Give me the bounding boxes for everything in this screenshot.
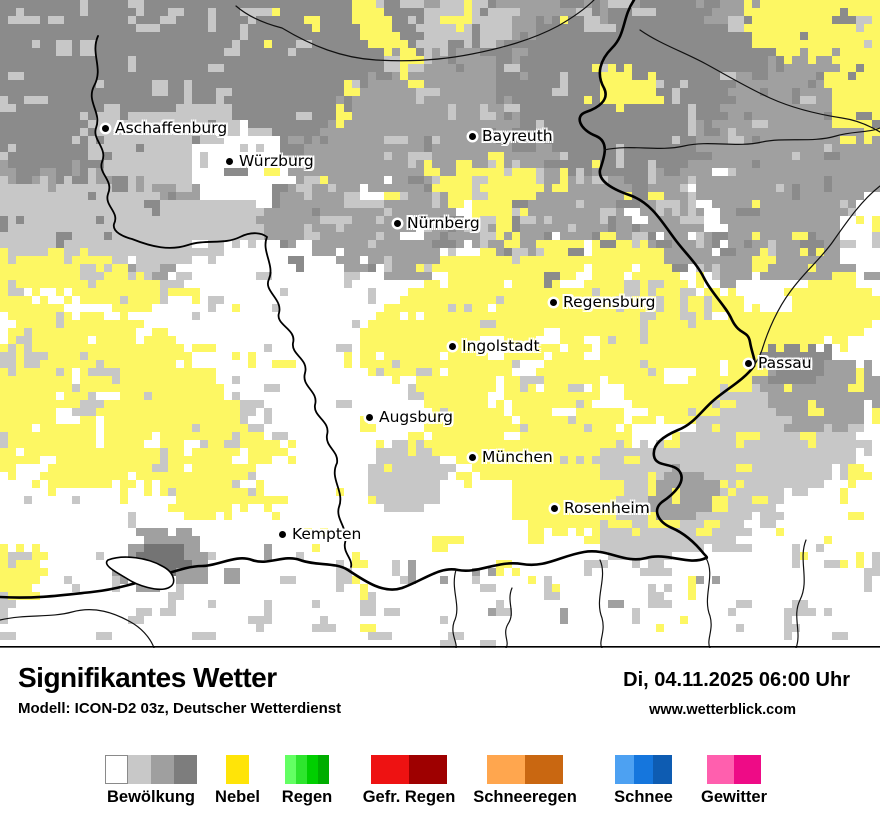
legend-swatch-cell <box>285 755 296 784</box>
city-marker: Bayreuth <box>469 127 553 145</box>
legend-item: Bewölkung <box>105 755 197 806</box>
city-layer: Aschaffenburg Würzburg Bayreuth Nürnberg Reg… <box>102 119 812 543</box>
city-label: Ingolstadt <box>462 337 540 355</box>
legend-item: Gefr. Regen <box>363 755 455 806</box>
city-dot <box>394 219 401 227</box>
city-dot <box>366 413 373 421</box>
legend-label: Bewölkung <box>106 788 196 806</box>
legend-swatch <box>226 755 249 784</box>
page-title: Signifikantes Wetter <box>18 662 277 693</box>
legend-swatch-cell <box>734 755 761 784</box>
border-austria <box>0 364 756 599</box>
weather-map: Aschaffenburg Würzburg Bayreuth Nürnberg Reg… <box>0 0 880 648</box>
city-label: Nürnberg <box>407 214 480 232</box>
legend-swatch-cell <box>525 755 563 784</box>
border-lines <box>0 0 880 648</box>
legend-swatch <box>371 755 447 784</box>
legend-label: Nebel <box>215 788 260 806</box>
city-marker: Kempten <box>279 525 361 543</box>
legend-item: Regen <box>282 755 332 806</box>
border-austria-state-5 <box>505 587 513 648</box>
border-czech-interior-1 <box>639 29 880 133</box>
legend-swatch-cell <box>634 755 653 784</box>
lake-constance <box>105 556 175 591</box>
city-label: Regensburg <box>563 293 656 311</box>
website-url: www.wetterblick.com <box>649 702 796 718</box>
legend-swatch-cell <box>409 755 447 784</box>
city-label: Bayreuth <box>482 127 553 145</box>
info-panel: Signifikantes Wetter Modell: ICON-D2 03z… <box>0 648 880 830</box>
legend: Bewölkung Nebel Regen Gefr. Regen Schneerege… <box>0 743 880 823</box>
legend-label: Gefr. Regen <box>362 788 456 806</box>
city-marker: Würzburg <box>226 152 314 170</box>
model-subtitle: Modell: ICON-D2 03z, Deutscher Wetterdie… <box>18 700 342 717</box>
legend-swatch <box>487 755 563 784</box>
border-thuringia <box>235 0 595 62</box>
border-czech <box>578 0 756 368</box>
datetime-label: Di, 04.11.2025 06:00 Uhr <box>623 669 850 691</box>
legend-label: Schnee <box>614 788 673 806</box>
city-label: München <box>482 448 553 466</box>
legend-swatch-cell <box>371 755 409 784</box>
border-austria-state-2 <box>705 557 712 648</box>
legend-swatch-cell <box>151 755 174 784</box>
city-dot <box>469 132 476 140</box>
city-dot <box>449 342 456 350</box>
city-marker: Passau <box>745 354 812 372</box>
city-marker: Nürnberg <box>394 214 480 232</box>
legend-swatch-cell <box>226 755 249 784</box>
border-west-bavaria <box>90 35 353 568</box>
city-marker: München <box>469 448 553 466</box>
border-austria-state-3 <box>795 539 807 648</box>
legend-swatch-cell <box>318 755 329 784</box>
legend-swatch-cell <box>105 755 128 784</box>
city-marker: Regensburg <box>550 293 656 311</box>
city-label: Passau <box>758 354 812 372</box>
border-austria-state-1 <box>598 559 604 648</box>
city-dot <box>550 298 557 306</box>
legend-swatch-cell <box>296 755 307 784</box>
border-austria-state-4 <box>452 569 458 648</box>
legend-swatch-cell <box>307 755 318 784</box>
city-dot <box>469 453 476 461</box>
border-swiss <box>0 609 155 648</box>
legend-swatch <box>707 755 761 784</box>
legend-swatch-cell <box>653 755 672 784</box>
legend-label: Gewitter <box>700 788 768 806</box>
legend-label: Regen <box>281 788 333 806</box>
city-marker: Augsburg <box>366 408 453 426</box>
legend-item: Schnee <box>614 755 673 806</box>
city-dot <box>102 124 109 132</box>
city-dot <box>551 504 558 512</box>
legend-swatch-cell <box>487 755 525 784</box>
city-label: Augsburg <box>379 408 453 426</box>
legend-swatch-cell <box>128 755 151 784</box>
border-austria-czech <box>753 185 880 367</box>
city-label: Rosenheim <box>564 499 650 517</box>
legend-swatch <box>105 755 197 784</box>
legend-item: Schneeregen <box>473 755 577 806</box>
legend-swatch-cell <box>615 755 634 784</box>
city-label: Aschaffenburg <box>115 119 228 137</box>
city-dot <box>279 530 286 538</box>
legend-swatch-cell <box>174 755 197 784</box>
city-marker: Rosenheim <box>551 499 650 517</box>
legend-label: Schneeregen <box>473 788 577 806</box>
border-czech-interior-2 <box>603 127 880 151</box>
city-marker: Aschaffenburg <box>102 119 227 137</box>
legend-swatch-cell <box>707 755 734 784</box>
city-label: Kempten <box>292 525 362 543</box>
city-dot <box>745 359 752 367</box>
legend-swatch <box>615 755 672 784</box>
city-label: Würzburg <box>239 152 314 170</box>
legend-swatch <box>285 755 329 784</box>
legend-item: Nebel <box>215 755 260 806</box>
city-dot <box>226 157 233 165</box>
city-marker: Ingolstadt <box>449 337 540 355</box>
legend-item: Gewitter <box>701 755 767 806</box>
